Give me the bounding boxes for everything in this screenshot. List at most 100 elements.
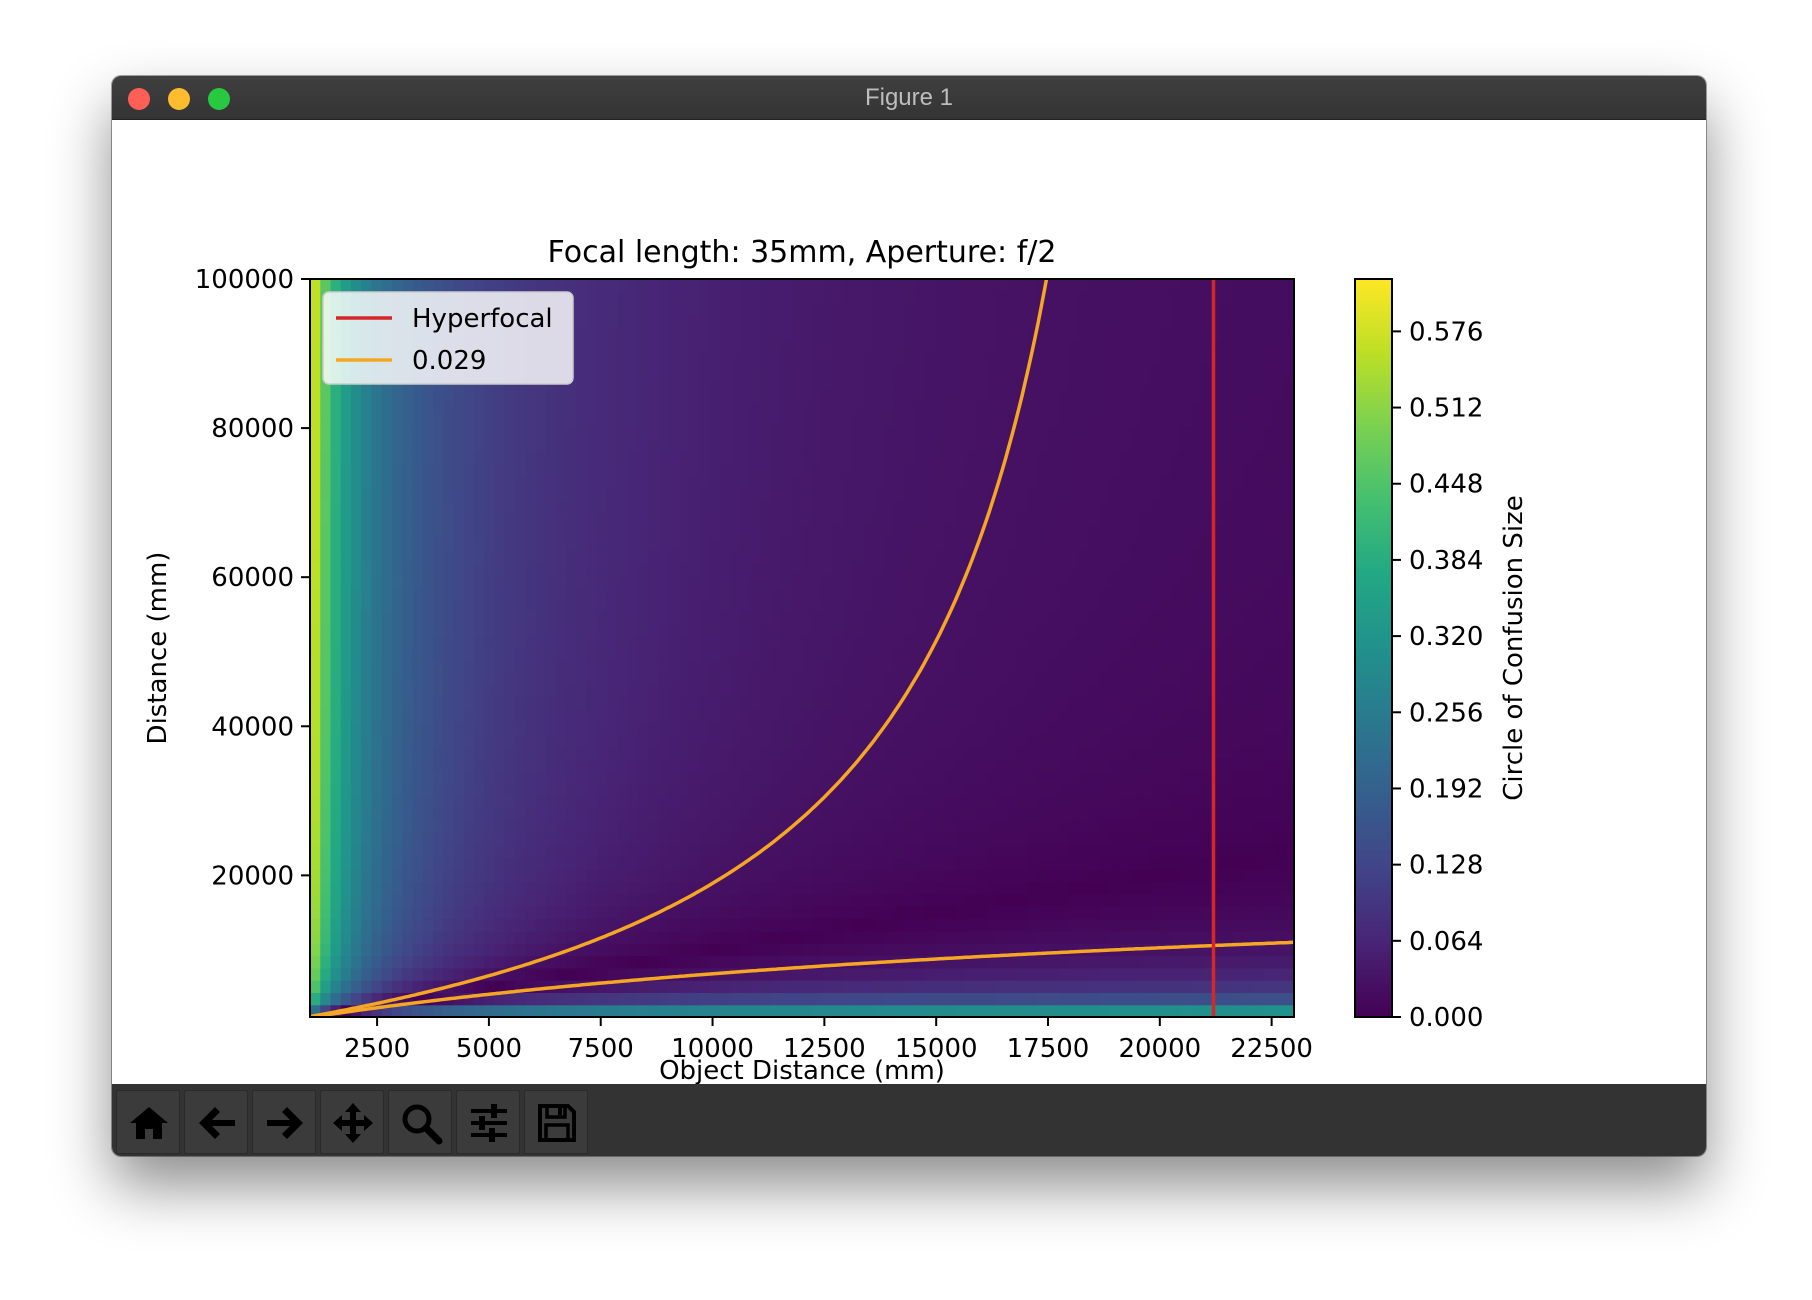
heatmap-cell: [1160, 955, 1172, 969]
heatmap-cell: [668, 684, 680, 698]
heatmap-cell: [494, 451, 506, 465]
heatmap-cell: [750, 438, 762, 452]
heatmap-cell: [1007, 709, 1018, 723]
heatmap-cell: [1058, 623, 1070, 637]
heatmap-cell: [504, 574, 516, 588]
heatmap-cell: [545, 992, 557, 1006]
heatmap-cell: [843, 697, 854, 711]
heatmap-cell: [433, 648, 444, 661]
heatmap-cell: [925, 881, 936, 895]
heatmap-cell: [966, 537, 977, 551]
heatmap-cell: [627, 795, 639, 809]
title-bar[interactable]: Figure 1: [112, 76, 1706, 120]
heatmap-cell: [422, 918, 434, 932]
heatmap-cell: [371, 943, 383, 957]
heatmap-cell: [638, 574, 649, 588]
heatmap-cell: [1150, 500, 1162, 514]
heatmap-cell: [966, 328, 977, 342]
figure-canvas[interactable]: Focal length: 35mm, Aperture: f/2 2500 50…: [112, 120, 1706, 1086]
heatmap-cell: [648, 291, 660, 305]
heatmap-cell: [576, 537, 588, 551]
heatmap-cell: [873, 869, 885, 883]
heatmap-cell: [730, 500, 742, 514]
heatmap-cell: [884, 820, 895, 834]
heatmap-cell: [576, 734, 588, 747]
heatmap-cell: [1027, 906, 1039, 920]
heatmap-cell: [494, 795, 506, 809]
heatmap-cell: [320, 930, 332, 944]
heatmap-cell: [853, 844, 865, 858]
heatmap-cell: [761, 414, 772, 428]
heatmap-cell: [1099, 463, 1111, 477]
minimize-window-button[interactable]: [168, 88, 190, 110]
heatmap-cell: [545, 611, 557, 624]
heatmap-cell: [689, 303, 701, 317]
heatmap-cell: [1119, 561, 1131, 575]
heatmap-cell: [976, 980, 988, 993]
heatmap-cell: [812, 365, 824, 378]
heatmap-cell: [658, 857, 670, 870]
heatmap-cell: [668, 648, 680, 661]
heatmap-cell: [463, 795, 475, 809]
heatmap-cell: [1058, 869, 1070, 883]
heatmap-cell: [340, 525, 352, 538]
heatmap-cell: [894, 463, 906, 477]
heatmap-cell: [648, 549, 660, 563]
heatmap-cell: [720, 488, 731, 501]
heatmap-cell: [371, 574, 383, 588]
plot-area[interactable]: [309, 120, 1295, 1018]
heatmap-cell: [1099, 758, 1111, 772]
heatmap-cell: [412, 967, 424, 981]
heatmap-cell: [699, 574, 711, 588]
heatmap-cell: [1007, 512, 1018, 526]
heatmap-cell: [699, 857, 711, 870]
heatmap-cell: [781, 463, 793, 477]
heatmap-cell: [402, 463, 414, 477]
heatmap-cell: [699, 980, 711, 993]
heatmap-cell: [884, 771, 895, 784]
heatmap-cell: [648, 426, 660, 440]
heatmap-cell: [392, 980, 403, 993]
heatmap-cell: [607, 734, 619, 747]
heatmap-cell: [586, 623, 598, 637]
heatmap-cell: [340, 783, 352, 797]
heatmap-cell: [392, 1004, 403, 1017]
heatmap-cell: [914, 783, 926, 797]
maximize-window-button[interactable]: [208, 88, 230, 110]
close-window-button[interactable]: [128, 88, 150, 110]
heatmap-cell: [812, 377, 824, 391]
heatmap-cell: [525, 574, 537, 588]
heatmap-cell: [679, 315, 690, 329]
heatmap-cell: [884, 340, 895, 354]
heatmap-cell: [556, 857, 567, 870]
heatmap-cell: [689, 598, 701, 612]
heatmap-cell: [699, 463, 711, 477]
heatmap-cell: [730, 1004, 742, 1017]
heatmap-cell: [1058, 377, 1070, 391]
heatmap-cell: [679, 746, 690, 760]
heatmap-cell: [709, 771, 721, 784]
heatmap-cell: [586, 635, 598, 649]
heatmap-cell: [381, 709, 393, 723]
heatmap-cell: [586, 783, 598, 797]
heatmap-cell: [1109, 574, 1121, 588]
heatmap-cell: [443, 660, 455, 674]
heatmap-cell: [361, 561, 373, 575]
heatmap-cell: [945, 1004, 957, 1017]
heatmap-cell: [1068, 377, 1080, 391]
heatmap-cell: [310, 512, 321, 526]
heatmap-cell: [463, 402, 475, 415]
heatmap-cell: [422, 537, 434, 551]
heatmap-cell: [853, 709, 865, 723]
heatmap-cell: [638, 451, 649, 465]
heatmap-cell: [648, 488, 660, 501]
heatmap-cell: [955, 414, 967, 428]
heatmap-cell: [976, 561, 988, 575]
heatmap-cell: [1089, 930, 1100, 944]
heatmap-cell: [1119, 315, 1131, 329]
heatmap-cell: [402, 697, 414, 711]
heatmap-cell: [330, 832, 342, 846]
heatmap-cell: [576, 930, 588, 944]
heatmap-cell: [802, 549, 813, 563]
heatmap-cell: [689, 315, 701, 329]
